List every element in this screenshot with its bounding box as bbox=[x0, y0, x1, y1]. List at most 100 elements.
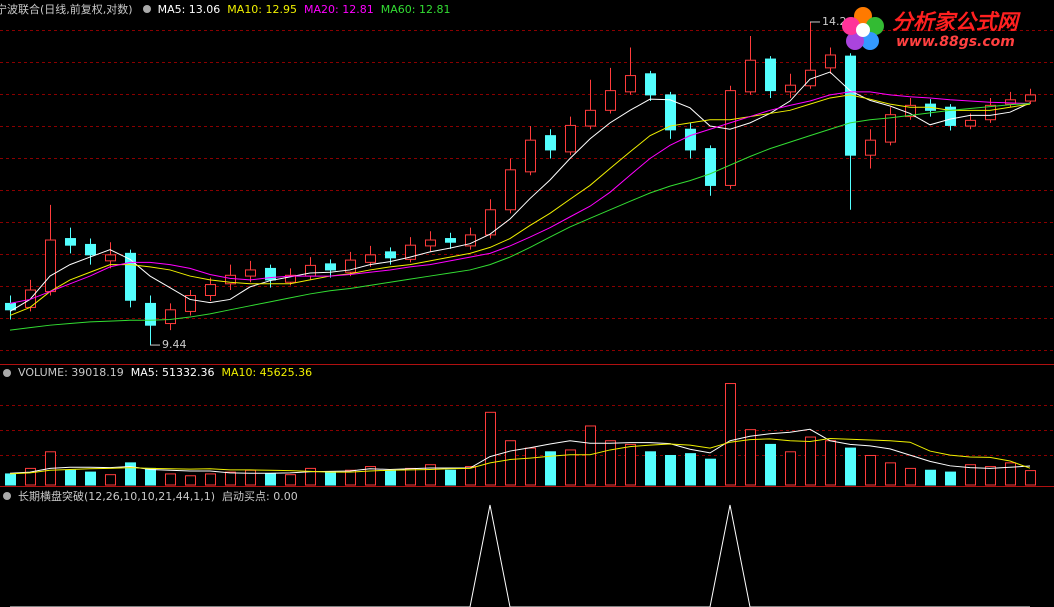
legend-entry: MA5: 51332.36 bbox=[130, 366, 215, 379]
volume-bar bbox=[265, 473, 276, 486]
indicator-header: 长期横盘突破(12,26,10,10,21,44,1,1) 启动买点: 0.00 bbox=[0, 488, 298, 504]
volume-bar bbox=[425, 464, 436, 486]
volume-bar bbox=[105, 474, 116, 486]
candle-body bbox=[785, 84, 796, 93]
candle-body bbox=[805, 69, 816, 87]
candle-body bbox=[445, 238, 456, 243]
candle-body bbox=[565, 124, 576, 153]
candle-body bbox=[405, 244, 416, 260]
candle-body bbox=[865, 139, 876, 156]
volume-bar bbox=[445, 469, 456, 486]
candle-body bbox=[145, 302, 156, 326]
volume-bar bbox=[825, 440, 836, 486]
volume-bar bbox=[205, 473, 216, 486]
line bbox=[9, 94, 1031, 316]
legend-entry: MA20: 12.81 bbox=[304, 2, 374, 16]
volume-bar bbox=[685, 453, 696, 486]
legend-entry: MA5: 13.06 bbox=[157, 2, 221, 16]
candle-body bbox=[965, 119, 976, 127]
candle-body bbox=[905, 104, 916, 118]
volume-bar bbox=[845, 447, 856, 486]
candle-body bbox=[665, 94, 676, 131]
volume-bar bbox=[225, 471, 236, 486]
volume-bar bbox=[485, 411, 496, 486]
legend-entry: MA60: 12.81 bbox=[380, 2, 451, 16]
volume-bar bbox=[465, 466, 476, 486]
annotation: 14.2 bbox=[822, 15, 847, 28]
candle-body bbox=[265, 267, 276, 281]
icon bbox=[3, 368, 11, 377]
legend-entry: MA10: 45625.36 bbox=[221, 366, 313, 379]
chart-title: 宁波联合(日线,前复权,对数) bbox=[0, 3, 133, 16]
volume-bar bbox=[405, 467, 416, 486]
volume-bar bbox=[285, 474, 296, 486]
volume-bar bbox=[785, 451, 796, 486]
candle-body bbox=[385, 251, 396, 259]
candle-body bbox=[585, 109, 596, 127]
logo-flower bbox=[842, 7, 884, 50]
candle-body bbox=[125, 252, 136, 301]
candle-body bbox=[605, 90, 616, 111]
line bbox=[9, 91, 1031, 304]
candle-body bbox=[545, 135, 556, 151]
candle-body bbox=[645, 73, 656, 96]
volume-bar bbox=[125, 462, 136, 486]
price-header: 宁波联合(日线,前复权,对数) MA5: 13.06 MA10: 12.95 MA2… bbox=[0, 1, 450, 17]
line bbox=[9, 102, 1031, 331]
volume-bar bbox=[885, 462, 896, 486]
candle-body bbox=[345, 259, 356, 273]
candle-body bbox=[225, 274, 236, 285]
volume-bar bbox=[5, 473, 16, 486]
volume-bar bbox=[865, 454, 876, 486]
volume-bar bbox=[965, 464, 976, 486]
candle-body bbox=[165, 309, 176, 325]
volume-bar bbox=[85, 471, 96, 486]
candle-body bbox=[425, 239, 436, 247]
chart-title: VOLUME: 39018.19 bbox=[18, 366, 124, 379]
volume-bar bbox=[525, 447, 536, 486]
line bbox=[9, 428, 1031, 474]
candle-body bbox=[485, 209, 496, 236]
candle-body bbox=[1025, 94, 1036, 102]
volume-bar bbox=[925, 469, 936, 486]
volume-bar bbox=[745, 429, 756, 486]
volume-bar bbox=[245, 469, 256, 486]
legend-entry: MA10: 12.95 bbox=[227, 2, 298, 16]
volume-bar bbox=[165, 473, 176, 486]
candle-body bbox=[945, 106, 956, 126]
volume-bar bbox=[985, 466, 996, 486]
icon bbox=[142, 5, 151, 13]
volume-bar bbox=[185, 475, 196, 486]
line bbox=[9, 438, 1031, 475]
volume-bar bbox=[1005, 462, 1016, 486]
volume-bar bbox=[65, 469, 76, 486]
volume-bar bbox=[305, 467, 316, 486]
candle-body bbox=[505, 169, 516, 211]
candle-body bbox=[105, 254, 116, 262]
volume-bar bbox=[25, 467, 36, 486]
candle-body bbox=[305, 264, 316, 277]
volume-bar bbox=[365, 466, 376, 486]
candle-body bbox=[245, 269, 256, 277]
candle-body bbox=[185, 295, 196, 312]
candle-body bbox=[705, 148, 716, 186]
volume-bar bbox=[1025, 470, 1036, 486]
logo: 分析家公式网 www.88gs.com bbox=[838, 4, 1048, 54]
candle-body bbox=[845, 55, 856, 156]
candle-body bbox=[625, 75, 636, 93]
candle-body bbox=[85, 243, 96, 256]
candle-body bbox=[685, 128, 696, 151]
volume-bar bbox=[765, 443, 776, 486]
candle-body bbox=[1005, 99, 1016, 105]
volume-bar bbox=[605, 440, 616, 486]
volume-bar bbox=[505, 440, 516, 486]
candle-body bbox=[365, 254, 376, 263]
volume-bar bbox=[545, 451, 556, 486]
volume-bar bbox=[145, 467, 156, 486]
candle-body bbox=[525, 139, 536, 173]
volume-bar bbox=[705, 458, 716, 486]
volume-bar bbox=[565, 449, 576, 486]
candle-body bbox=[285, 274, 296, 283]
